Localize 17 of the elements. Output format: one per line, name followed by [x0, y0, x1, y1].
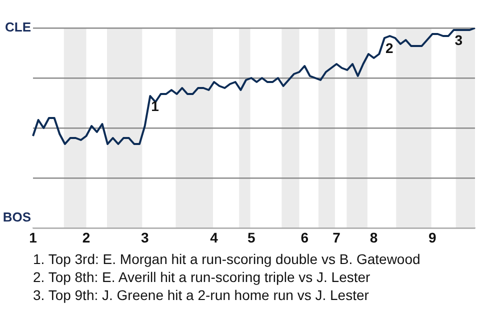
- x-tick-label: 2: [82, 229, 90, 246]
- text: CLE: [5, 20, 32, 35]
- x-tick-label: 7: [332, 229, 341, 246]
- x-tick-label: 1: [29, 229, 38, 246]
- text: 2. Top 8th: E. Averill hit a run-scoring triple vs J. Lester: [33, 268, 372, 286]
- text: 1. Top 3rd: E. Morgan hit a run-scoring double vs B. Gatewood: [33, 250, 422, 268]
- x-tick-label: 4: [210, 229, 218, 246]
- x-tick-label: 8: [370, 229, 378, 246]
- text: BOS: [2, 210, 32, 225]
- annotation: 3: [454, 32, 463, 48]
- text: 3. Top 9th: J. Greene hit a 2-run home run vs J. Lester: [33, 286, 370, 304]
- x-tick-label: 5: [247, 229, 256, 246]
- annotation: 2: [385, 40, 394, 56]
- annotation: 1: [151, 98, 160, 114]
- x-tick-label: 3: [140, 229, 149, 246]
- x-tick-label: 9: [428, 229, 436, 246]
- x-tick-label: 6: [300, 229, 309, 246]
